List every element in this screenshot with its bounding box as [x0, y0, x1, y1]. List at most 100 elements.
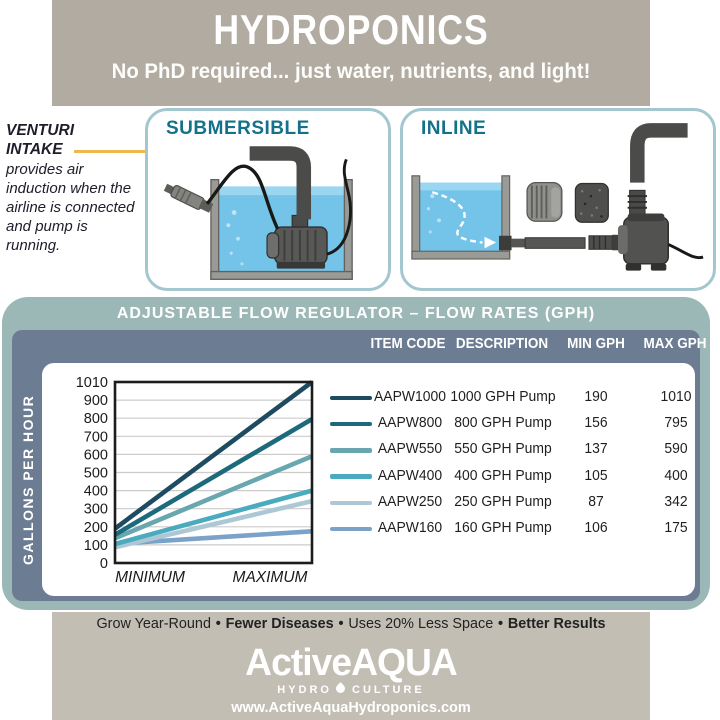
page-subtitle: No PhD required... just water, nutrients… [111, 60, 591, 83]
flow-content-area: 1010 900 800 700 600 500 400 300 200 100 0 MINIMUM M… [42, 363, 695, 596]
y-tick-label: 400 [84, 484, 108, 500]
airline-hose [205, 164, 280, 230]
intake-strainer [526, 181, 563, 222]
table-cell: AAPW250 [377, 493, 443, 510]
legend-swatch-AAPW550 [330, 448, 372, 453]
table-cell: 1000 GPH Pump [450, 389, 556, 405]
table-cell: AAPW400 [377, 467, 443, 484]
table-cell: 342 [664, 493, 688, 510]
brand-tagline-right: CULTURE [352, 684, 425, 696]
table-cell: AAPW160 [377, 520, 443, 536]
table-cell: 137 [584, 441, 608, 458]
tagline-item: Fewer Diseases [225, 615, 334, 632]
flow-rates-section: ADJUSTABLE FLOW REGULATOR – FLOW RATES (… [2, 297, 710, 610]
droplet-icon [334, 682, 347, 695]
column-header: ITEM CODE [370, 336, 446, 352]
table-cell: 250 GPH Pump [454, 493, 552, 510]
inline-pump [612, 213, 669, 271]
column-header: MIN GPH [567, 336, 625, 352]
y-tick-label: 500 [84, 466, 108, 482]
table-cell: 175 [664, 520, 688, 536]
series-line-AAPW550 [114, 454, 313, 541]
y-tick-label: 800 [84, 411, 108, 427]
series-line-AAPW400 [114, 488, 313, 547]
tagline-item: Better Results [507, 615, 606, 632]
table-cell: 190 [584, 389, 608, 405]
submersible-pump [266, 214, 328, 269]
inline-panel: INLINE [400, 108, 716, 291]
outlet-pipe [249, 146, 312, 220]
series-line-AAPW800 [113, 417, 314, 537]
legend-swatch-AAPW1000 [330, 395, 372, 401]
tagline-item: Uses 20% Less Space [348, 615, 494, 632]
table-cell: 590 [664, 441, 688, 458]
venturi-intake-nozzle [163, 183, 214, 213]
x-axis-label: MAXIMUM [233, 569, 308, 586]
power-cord [667, 243, 704, 260]
table-cell: 105 [584, 467, 608, 484]
legend-swatch-AAPW160 [330, 526, 372, 532]
y-tick-label: 1010 [76, 375, 108, 391]
table-cell: 156 [584, 415, 608, 432]
y-tick-label: 200 [84, 520, 108, 536]
flow-section-title: ADJUSTABLE FLOW REGULATOR – FLOW RATES (… [116, 305, 596, 322]
bullet-separator: • [338, 615, 344, 632]
table-cell: 400 GPH Pump [454, 467, 552, 484]
table-cell: AAPW1000 [374, 389, 446, 405]
y-tick-label: 700 [84, 429, 108, 445]
outlet-barb-fitting [627, 189, 647, 218]
submersible-panel: SUBMERSIBLE [145, 108, 391, 291]
flow-rate-chart: 1010 900 800 700 600 500 400 300 200 100 0 MINIMUM M… [76, 375, 314, 586]
table-cell: AAPW550 [377, 441, 443, 458]
legend-swatch-AAPW400 [330, 474, 372, 479]
legend-swatch-AAPW800 [330, 421, 372, 427]
table-cell: 160 GPH Pump [454, 520, 552, 536]
series-line-AAPW250 [114, 498, 313, 550]
power-cord [326, 158, 352, 256]
series-line-AAPW1000 [113, 380, 314, 531]
pipe-fitting [588, 235, 613, 250]
table-cell: 400 [664, 467, 688, 484]
y-tick-label: 300 [84, 502, 108, 518]
inline-pipe [524, 237, 586, 249]
venturi-note-title: VENTURI INTAKE [6, 122, 75, 158]
website-url: www.ActiveAquaHydroponics.com [231, 700, 471, 716]
page-title: HYDROPONICS [213, 6, 489, 53]
tank-outlet-fitting [499, 235, 526, 251]
column-header: MAX GPH [643, 336, 707, 352]
legend-swatch-AAPW250 [330, 500, 372, 506]
table-cell: 800 GPH Pump [454, 415, 552, 432]
benefits-tagline: Grow Year-Round • Fewer Diseases • Uses 20% … [64, 615, 638, 632]
tank [411, 175, 511, 260]
brand-tagline: HYDRO CULTURE [52, 682, 650, 696]
submersible-panel-title: SUBMERSIBLE [166, 118, 310, 139]
inline-illustration [411, 123, 704, 271]
outlet-pipe [630, 123, 688, 183]
venturi-note: VENTURI INTAKE provides air induction wh… [6, 122, 146, 256]
table-cell: 106 [584, 520, 608, 536]
bullet-separator: • [215, 615, 221, 632]
submersible-illustration [163, 146, 353, 280]
flow-arrow [431, 191, 497, 249]
inline-panel-title: INLINE [421, 118, 487, 139]
y-tick-label: 100 [84, 538, 108, 554]
x-axis-label: MINIMUM [115, 569, 185, 586]
table-cell: AAPW800 [377, 415, 443, 432]
footer-band: Grow Year-Round • Fewer Diseases • Uses 20% … [52, 612, 650, 720]
table-cell: 795 [664, 415, 688, 432]
y-tick-label: 900 [84, 393, 108, 409]
header-band: HYDROPONICS No PhD required... just wate… [52, 0, 650, 106]
column-header: DESCRIPTION [455, 336, 549, 352]
table-cell: 1010 [660, 389, 692, 405]
bullet-separator: • [498, 615, 504, 632]
y-axis-label: GALLONS PER HOUR [20, 394, 36, 565]
brand-tagline-left: HYDRO [277, 684, 332, 696]
y-tick-label: 600 [84, 447, 108, 463]
foam-filter [574, 182, 609, 223]
tagline-item: Grow Year-Round [96, 615, 211, 632]
brand-logo: ActiveAQUA [245, 642, 458, 684]
table-cell: 550 GPH Pump [454, 441, 552, 458]
y-tick-label: 0 [100, 556, 108, 572]
venturi-note-body: provides air induction when the airline … [6, 161, 135, 254]
